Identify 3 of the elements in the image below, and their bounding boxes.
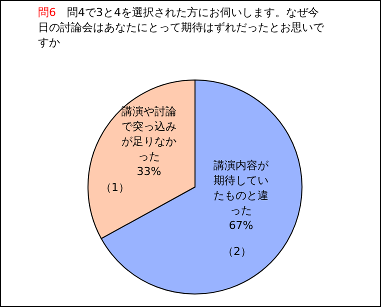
annotation: （2）	[222, 245, 252, 258]
title: 問6 問4で3と4を選択された方にお伺いします。なぜ今日の討論会はあなたにとって期待はずれだったとお思いですか	[38, 6, 324, 49]
annotation: （1）	[100, 180, 130, 194]
